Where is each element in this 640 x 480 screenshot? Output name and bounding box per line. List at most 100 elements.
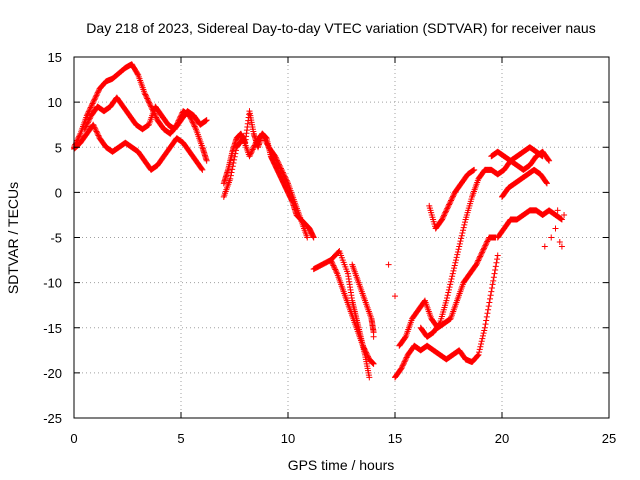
data-point: [450, 267, 457, 274]
x-tick-label: 15: [388, 431, 402, 446]
x-tick-label: 20: [495, 431, 509, 446]
data-point: [87, 104, 94, 111]
y-tick-label: -20: [43, 366, 62, 381]
data-point: [261, 136, 268, 143]
data-point: [88, 101, 95, 108]
data-point: [364, 352, 371, 359]
data-point: [474, 258, 481, 265]
data-point: [543, 180, 550, 187]
data-point: [441, 211, 448, 218]
data-point: [89, 100, 96, 107]
data-point: [232, 150, 239, 157]
data-point: [333, 269, 340, 276]
chart-title: Day 218 of 2023, Sidereal Day-to-day VTE…: [86, 20, 595, 36]
data-point: [250, 143, 257, 150]
data-point: [494, 252, 501, 259]
data-point: [456, 243, 463, 250]
data-point: [199, 166, 206, 173]
data-point: [481, 324, 488, 331]
data-point: [90, 121, 97, 128]
data-point: [481, 327, 488, 334]
data-point: [443, 297, 450, 304]
data-point: [480, 246, 487, 253]
data-point: [272, 153, 279, 160]
data-point: [484, 310, 491, 317]
data-point: [91, 96, 98, 103]
data-point: [439, 215, 446, 222]
data-point: [450, 192, 457, 199]
y-tick-label: 10: [48, 95, 62, 110]
data-point: [95, 132, 102, 139]
data-point: [385, 261, 392, 268]
data-point: [92, 125, 99, 132]
data-point: [439, 216, 446, 223]
data-point: [454, 251, 461, 258]
data-point: [232, 147, 239, 154]
data-point: [483, 239, 490, 246]
data-point: [227, 175, 234, 182]
data-point: [449, 270, 456, 277]
data-point: [92, 95, 99, 102]
data-point: [445, 289, 452, 296]
data-point: [92, 93, 99, 100]
data-point: [442, 209, 449, 216]
y-tick-label: -15: [43, 321, 62, 336]
data-point: [449, 193, 456, 200]
data-point: [329, 259, 336, 266]
data-point: [459, 229, 466, 236]
data-point: [558, 243, 565, 250]
data-point: [231, 153, 238, 160]
data-point: [82, 124, 89, 131]
data-point: [403, 354, 410, 361]
data-point: [477, 343, 484, 350]
data-point: [190, 120, 197, 127]
axis-ticks: [73, 56, 610, 419]
x-tick-labels: 0 5 10 15 20 25: [70, 431, 616, 446]
data-point: [88, 103, 95, 110]
data-point: [332, 266, 339, 273]
data-point: [76, 133, 83, 140]
data-point: [94, 131, 101, 138]
data-point: [541, 243, 548, 250]
data-point: [483, 313, 490, 320]
data-point: [452, 257, 459, 264]
data-point: [491, 270, 498, 277]
data-point: [189, 119, 196, 126]
data-point: [262, 137, 269, 144]
data-point: [461, 221, 468, 228]
data-point: [276, 162, 283, 169]
data-point: [402, 355, 409, 362]
data-point: [134, 70, 141, 77]
data-point: [85, 118, 92, 125]
data-point: [546, 157, 553, 164]
data-point: [203, 117, 210, 124]
y-tick-label: 0: [55, 185, 62, 200]
data-point: [259, 130, 266, 137]
data-point: [443, 206, 450, 213]
data-point: [332, 267, 339, 274]
data-point: [543, 179, 550, 186]
data-point: [492, 266, 499, 273]
data-point: [490, 277, 497, 284]
data-point: [84, 119, 91, 126]
data-point: [476, 349, 483, 356]
data-point: [446, 200, 453, 207]
data-point: [227, 172, 234, 179]
data-point: [545, 156, 552, 163]
data-point: [482, 241, 489, 248]
data-point: [452, 259, 459, 266]
data-point: [93, 128, 100, 135]
data-point: [366, 374, 373, 381]
data-point: [458, 232, 465, 239]
data-point: [331, 263, 338, 270]
data-point: [283, 177, 290, 184]
data-point: [250, 145, 257, 152]
data-point: [249, 147, 256, 154]
data-point: [272, 154, 279, 161]
data-point: [444, 205, 451, 212]
data-point: [249, 146, 256, 153]
data-point: [84, 120, 91, 127]
data-point: [86, 107, 93, 114]
data-point: [441, 212, 448, 219]
